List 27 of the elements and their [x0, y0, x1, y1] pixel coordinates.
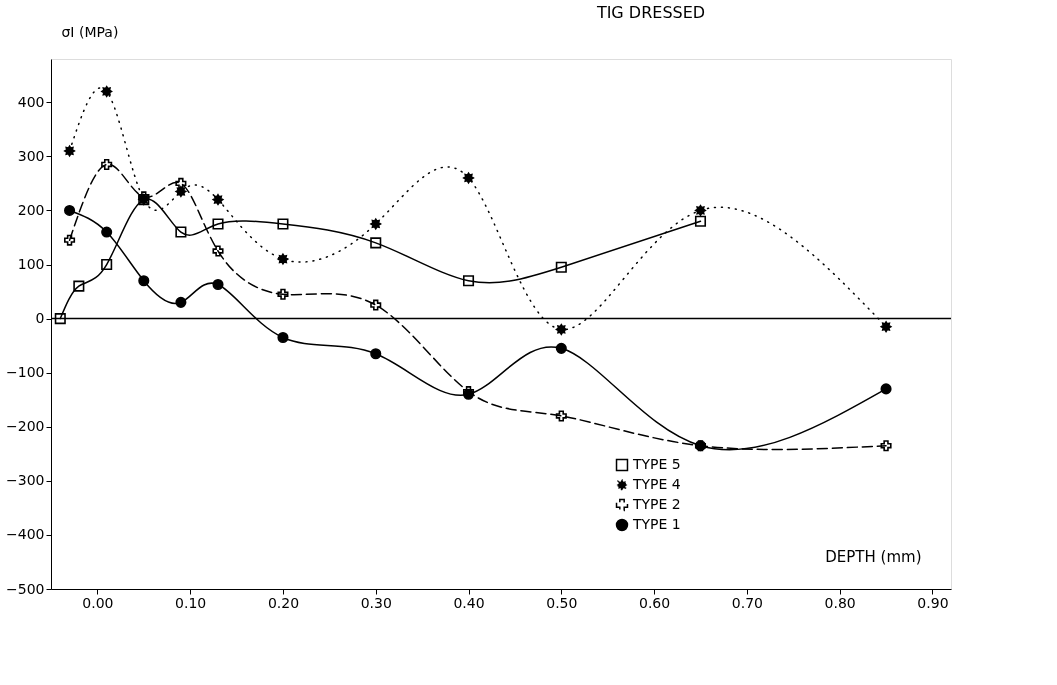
y-tick-label: 200 [17, 201, 45, 218]
x-tick-label: 0.70 [731, 594, 763, 611]
x-tick-label: 0.90 [917, 594, 949, 611]
y-tick-label: 0 [35, 310, 45, 327]
x-tick-label: 0.20 [267, 594, 300, 611]
x-tick-label: 0.60 [639, 594, 671, 611]
y-tick-label: −200 [6, 418, 45, 435]
x-tick-label: 0.50 [546, 594, 578, 611]
y-tick-label: 400 [17, 93, 45, 110]
y-tick-label: −100 [6, 364, 45, 381]
y-tick-label: 100 [17, 256, 45, 273]
x-tick-label: 0.40 [453, 594, 485, 611]
chart-title: TIG DRESSED [595, 3, 706, 22]
x-tick-label: 0.80 [824, 594, 856, 611]
y-tick-label: 300 [17, 147, 45, 164]
legend-label: TYPE 1 [632, 516, 681, 532]
x-axis-title: DEPTH (mm) [825, 547, 922, 566]
y-tick-label: −400 [6, 526, 45, 543]
x-tick-label: 0.30 [360, 594, 392, 611]
legend-label: TYPE 4 [632, 476, 681, 492]
y-tick-label: −500 [6, 580, 45, 597]
legend-label: TYPE 5 [632, 456, 681, 472]
x-tick-label: 0.10 [175, 594, 207, 611]
y-axis-title: σI (MPa) [61, 23, 119, 40]
y-tick-label: −300 [6, 472, 45, 489]
legend-label: TYPE 2 [632, 496, 681, 512]
x-tick-label: 0.00 [82, 594, 114, 611]
